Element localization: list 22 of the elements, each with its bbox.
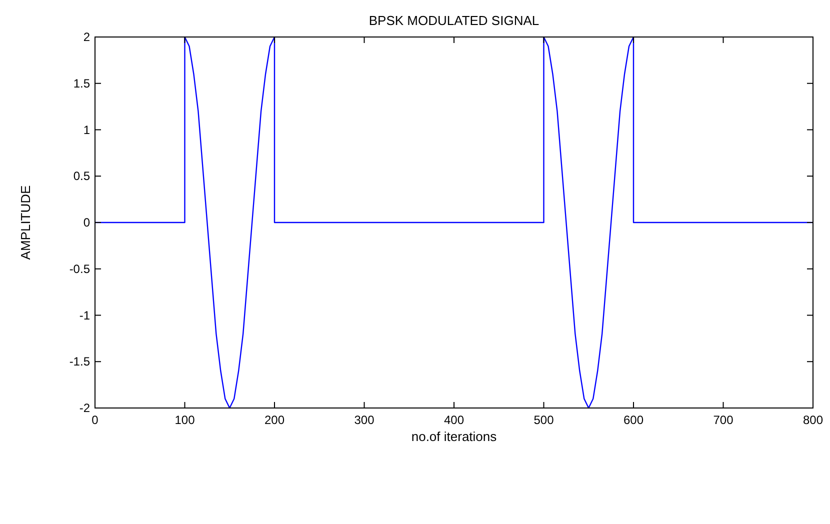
- x-tick-label: 400: [444, 413, 464, 427]
- x-axis-title: no.of iterations: [411, 429, 498, 444]
- y-tick-label: -0.5: [69, 262, 90, 276]
- x-tick-label: 200: [264, 413, 285, 427]
- x-tick-label: 700: [713, 413, 734, 427]
- x-tick-label: 800: [802, 413, 824, 427]
- y-tick-label: -1: [79, 308, 90, 322]
- line-series: [94, 36, 814, 409]
- y-tick-label: 1: [83, 122, 90, 137]
- x-tick-label: 0: [92, 413, 99, 427]
- chart-title: BPSK MODULATED SIGNAL: [368, 13, 540, 28]
- y-tick-label: -2: [79, 401, 90, 415]
- x-tick-label: 600: [623, 413, 644, 427]
- y-axis-title: AMPLITUDE: [18, 184, 33, 260]
- y-tick-label: 2: [83, 30, 90, 44]
- y-tick-label: -1.5: [69, 354, 90, 369]
- x-tick-label: 500: [534, 413, 554, 427]
- y-tick-label: 0.5: [73, 169, 90, 184]
- y-tick-label: 0: [83, 216, 90, 230]
- x-tick-label: 100: [174, 413, 196, 427]
- y-tick-label: 1.5: [73, 76, 90, 90]
- x-tick-label: 300: [354, 413, 375, 427]
